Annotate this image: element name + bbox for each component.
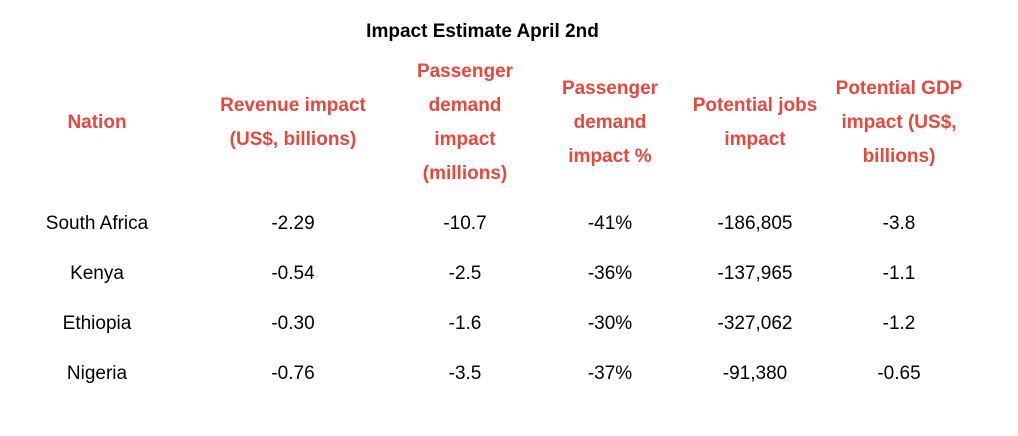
cell-nation: Kenya bbox=[70, 263, 124, 284]
cell-nation: South Africa bbox=[45, 213, 149, 234]
col-header-passenger-demand-line-4: (millions) bbox=[422, 163, 508, 184]
cell-jobs: -327,062 bbox=[717, 313, 793, 334]
col-header-gdp-line-1: Potential GDP bbox=[835, 78, 963, 99]
cell-revenue: -0.54 bbox=[271, 263, 315, 284]
col-header-nation: Nation bbox=[67, 106, 126, 140]
col-header-passenger-demand-line-3: impact bbox=[434, 129, 496, 150]
cell-nation: Ethiopia bbox=[62, 313, 132, 334]
col-header-revenue: Revenue impact (US$, billions) bbox=[220, 89, 366, 157]
col-header-passenger-demand-pct: Passenger demand impact % bbox=[562, 72, 658, 174]
cell-nation: Nigeria bbox=[66, 363, 128, 384]
col-header-gdp: Potential GDP impact (US$, billions) bbox=[836, 72, 963, 174]
cell-demand-millions: -10.7 bbox=[443, 213, 487, 234]
table-title: Impact Estimate April 2nd bbox=[366, 21, 599, 42]
cell-demand-pct: -37% bbox=[587, 363, 633, 384]
cell-gdp: -0.65 bbox=[877, 363, 921, 384]
cell-gdp: -1.1 bbox=[882, 263, 916, 284]
col-header-jobs: Potential jobs impact bbox=[693, 89, 818, 157]
col-header-passenger-demand-line-1: Passenger bbox=[416, 61, 514, 82]
cell-demand-pct: -41% bbox=[587, 213, 633, 234]
col-header-gdp-line-2: impact (US$, bbox=[841, 112, 957, 133]
col-header-revenue-line-1: Revenue impact bbox=[220, 95, 366, 116]
col-header-passenger-demand-pct-line-1: Passenger bbox=[561, 78, 659, 99]
cell-revenue: -2.29 bbox=[271, 213, 315, 234]
cell-demand-millions: -3.5 bbox=[448, 363, 482, 384]
cell-revenue: -0.30 bbox=[271, 313, 315, 334]
cell-demand-millions: -2.5 bbox=[448, 263, 482, 284]
cell-jobs: -137,965 bbox=[717, 263, 793, 284]
cell-jobs: -186,805 bbox=[717, 213, 793, 234]
cell-revenue: -0.76 bbox=[271, 363, 315, 384]
col-header-passenger-demand-pct-line-2: demand bbox=[573, 112, 647, 133]
cell-jobs: -91,380 bbox=[722, 363, 788, 384]
cell-demand-pct: -30% bbox=[587, 313, 633, 334]
cell-gdp: -1.2 bbox=[882, 313, 916, 334]
col-header-nation-line-1: Nation bbox=[67, 112, 127, 133]
cell-demand-millions: -1.6 bbox=[448, 313, 482, 334]
col-header-jobs-line-1: Potential jobs bbox=[692, 95, 818, 116]
col-header-revenue-line-2: (US$, billions) bbox=[229, 129, 357, 150]
col-header-passenger-demand-pct-line-3: impact % bbox=[568, 146, 652, 167]
cell-gdp: -3.8 bbox=[882, 213, 916, 234]
col-header-gdp-line-3: billions) bbox=[862, 146, 936, 167]
col-header-passenger-demand-line-2: demand bbox=[428, 95, 502, 116]
col-header-passenger-demand: Passenger demand impact (millions) bbox=[417, 55, 513, 191]
cell-demand-pct: -36% bbox=[587, 263, 633, 284]
col-header-jobs-line-2: impact bbox=[724, 129, 786, 150]
